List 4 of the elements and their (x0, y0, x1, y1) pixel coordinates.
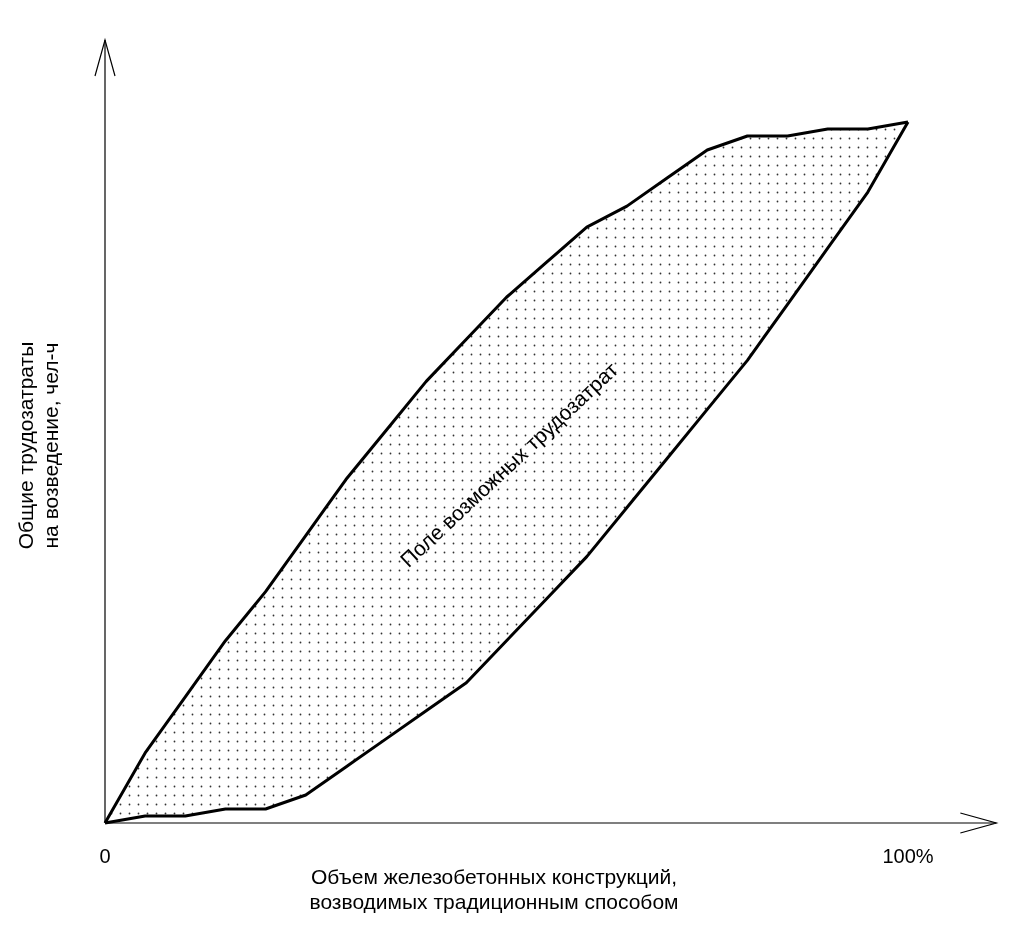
x-axis-title: Объем железобетонных конструкций, возводимых традиционным способом (309, 865, 679, 913)
y-axis-title: Общие трудозатраты на возведение, чел-ч (14, 341, 62, 550)
x-tick-label: 0 (99, 845, 111, 867)
x-tick-label: 100% (882, 845, 934, 867)
